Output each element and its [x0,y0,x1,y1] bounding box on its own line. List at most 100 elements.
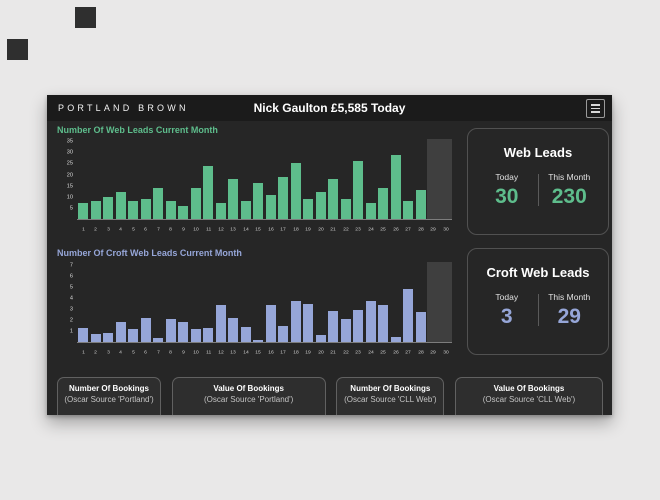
bar [77,262,90,342]
x-tick-label: 1 [81,349,85,355]
chart-title: Number Of Croft Web Leads Current Month [57,248,242,258]
bar [390,139,403,219]
bar [240,139,253,219]
x-tick-label: 6 [144,226,148,232]
bar [190,262,203,342]
bar [402,139,415,219]
header-bar: PORTLAND BROWN Nick Gaulton £5,585 Today [47,95,612,121]
x-tick-label: 20 [317,349,324,355]
x-tick-label: 20 [317,226,324,232]
tab-number-of-bookings-portland[interactable]: Number Of Bookings (Oscar Source 'Portla… [57,377,161,415]
y-axis-ticks: 5 10 15 20 25 30 35 [66,137,73,211]
x-tick-label: 23 [355,349,361,355]
x-tick-label: 8 [169,226,173,232]
bar [127,262,140,342]
bar [252,139,265,219]
x-tick-label: 26 [392,349,399,355]
x-tick-label: 5 [131,226,135,232]
footer-tabs: Number Of Bookings (Oscar Source 'Portla… [57,377,603,415]
x-tick-label: 17 [280,226,286,232]
bar [240,262,253,342]
bar [415,139,428,219]
brand-logo: PORTLAND BROWN [58,103,189,113]
page-title: Nick Gaulton £5,585 Today [253,101,406,115]
x-tick-label: 10 [192,349,199,355]
x-tick-label: 5 [131,349,135,355]
card-title: Web Leads [503,145,573,160]
month-value: 230 [551,185,587,208]
chart-title: Number Of Web Leads Current Month [57,125,218,135]
x-tick-label: 12 [217,349,224,355]
tab-number-of-bookings-cll-web[interactable]: Number Of Bookings (Oscar Source 'CLL We… [336,377,445,415]
x-tick-label: 22 [342,349,349,355]
dark-square-artifact [75,7,96,28]
divider [537,174,539,207]
bar [290,139,303,219]
highlight-band [427,262,452,342]
x-tick-label: 26 [392,226,399,232]
x-tick-label: 13 [230,349,236,355]
bar [127,139,140,219]
x-tick-label: 14 [242,349,249,355]
bar-plot [77,139,452,220]
x-axis-ticks: 1 2 3 4 5 6 7 8 9 10 11 12 13 14 15 16 17 18 19 20 21 22 23 24 2… [77,221,452,232]
bar [277,262,290,342]
x-tick-label: 9 [181,349,185,355]
x-tick-label: 25 [380,349,386,355]
x-tick-label: 7 [156,226,160,232]
bar [277,139,290,219]
x-tick-label: 28 [417,349,424,355]
bar [177,262,190,342]
bar [265,262,278,342]
bar [202,262,215,342]
bar [190,139,203,219]
bar [90,262,103,342]
bar [390,262,403,342]
x-tick-label: 24 [367,226,374,232]
bar [352,262,365,342]
x-tick-label: 23 [355,226,361,232]
x-tick-label: 10 [192,226,199,232]
x-tick-label: 17 [280,349,286,355]
today-label: Today [495,172,519,182]
x-tick-label: 15 [255,349,261,355]
month-label: This Month [548,172,591,182]
x-tick-label: 4 [119,226,123,232]
bar-plot [77,262,452,343]
x-tick-label: 28 [417,226,424,232]
x-tick-label: 11 [205,349,211,355]
bar [115,139,128,219]
tab-value-of-bookings-portland[interactable]: Value Of Bookings (Oscar Source 'Portlan… [171,377,326,415]
croft-web-leads-chart: Number Of Croft Web Leads Current Month … [57,248,457,356]
bar [140,262,153,342]
x-tick-label: 14 [242,226,249,232]
tab-value-of-bookings-cll-web[interactable]: Value Of Bookings (Oscar Source 'CLL Web… [454,377,603,415]
x-tick-label: 24 [367,349,374,355]
today-value: 3 [500,305,513,328]
hamburger-menu-icon[interactable] [586,99,605,118]
bar [215,139,228,219]
bar [252,262,265,342]
dashboard-panel: PORTLAND BROWN Nick Gaulton £5,585 Today… [47,95,612,415]
x-tick-label: 3 [106,226,110,232]
croft-web-leads-card: Croft Web Leads Today 3 This Month 29 [467,248,609,355]
x-tick-label: 22 [342,226,349,232]
x-tick-label: 16 [267,226,274,232]
card-title: Croft Web Leads [486,265,590,280]
month-label: This Month [548,292,591,302]
x-tick-label: 18 [292,226,299,232]
x-tick-label: 18 [292,349,299,355]
x-tick-label: 11 [205,226,211,232]
today-label: Today [495,292,519,302]
bar [165,262,178,342]
web-leads-card: Web Leads Today 30 This Month 230 [467,128,609,235]
bar [402,262,415,342]
x-tick-label: 13 [230,226,236,232]
bar [315,262,328,342]
x-tick-label: 25 [380,226,386,232]
bar [152,262,165,342]
bar [415,262,428,342]
x-tick-label: 12 [217,226,224,232]
